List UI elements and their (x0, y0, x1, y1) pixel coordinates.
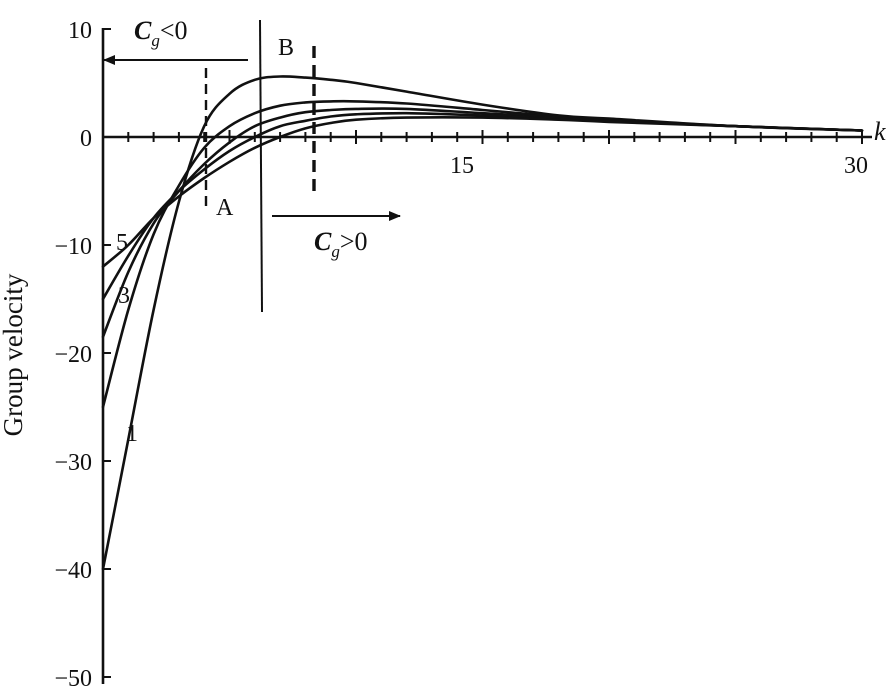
x-tick-label-15: 15 (450, 153, 474, 179)
region-positive-label: Cg>0 (314, 227, 368, 261)
y-tick-label-minus-20: −20 (54, 342, 92, 368)
series-line-5 (101, 116, 864, 268)
y-tick-label-minus-40: −40 (54, 558, 92, 584)
series-line-1 (101, 75, 864, 571)
vline-divider (259, 19, 263, 313)
point-label-b: B (278, 35, 294, 61)
x-axis-label: k (874, 117, 886, 146)
series-line-2 (101, 99, 864, 409)
x-axis-ticks (127, 130, 863, 144)
curve-label-5: 5 (116, 230, 128, 256)
y-tick-label-minus-30: −30 (54, 450, 92, 476)
curve-label-1: 1 (126, 421, 138, 447)
y-tick-label-0: 0 (80, 126, 92, 152)
y-tick-label-10: 10 (68, 18, 92, 44)
x-tick-label-30: 30 (844, 153, 868, 179)
y-axis-label: Group velocity (0, 273, 28, 436)
y-tick-label-minus-50: −50 (54, 666, 92, 689)
y-tick-label-minus-10: −10 (54, 234, 92, 260)
region-negative-label: Cg<0 (134, 16, 188, 50)
point-label-a: A (216, 195, 234, 221)
curve-label-3: 3 (118, 283, 130, 309)
curves (101, 75, 864, 571)
